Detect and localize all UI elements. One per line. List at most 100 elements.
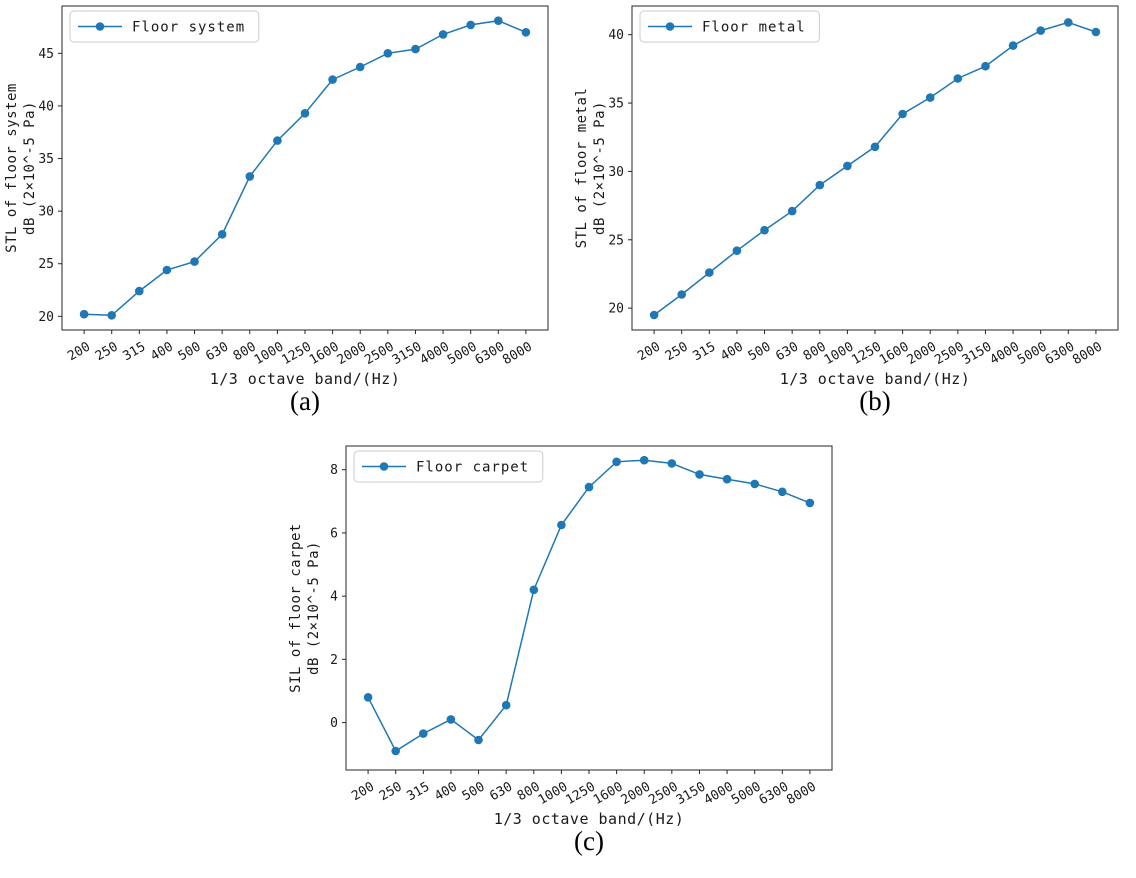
data-point-marker	[649, 310, 659, 320]
x-tick-label: 200	[349, 779, 377, 804]
chart-panel-a: 20 25 30 35 40 45 200 250 315 400 500 630 800 1000 125…	[0, 0, 560, 417]
x-tick-label: 250	[93, 339, 121, 364]
data-point-marker	[557, 520, 566, 530]
data-points	[649, 18, 1101, 320]
y-tick-label: 35	[608, 97, 624, 112]
data-point-marker	[639, 455, 649, 465]
data-point-marker	[355, 62, 365, 72]
y-tick-label: 0	[330, 716, 338, 731]
y-axis-title-line1: SIL of floor carpet	[288, 523, 304, 693]
y-axis-title-line2: dB (2×10^-5 Pa)	[306, 541, 322, 675]
caption-c: (c)	[574, 826, 604, 856]
data-point-marker	[162, 265, 172, 275]
series-line	[84, 19, 527, 317]
x-tick-label: 315	[120, 339, 148, 364]
y-tick-label: 30	[608, 165, 624, 180]
y-tick-label: 45	[38, 47, 54, 62]
data-point-marker	[677, 290, 686, 299]
y-tick-label: 40	[38, 99, 54, 114]
data-point-marker	[732, 246, 742, 255]
x-tick-label: 630	[203, 339, 231, 364]
x-tick-label: 400	[148, 339, 176, 364]
y-axis-title-line1: STL of floor metal	[574, 88, 590, 249]
y-tick-label: 35	[38, 152, 54, 167]
data-point-marker	[695, 470, 704, 479]
x-axis-title: 1/3 octave band/(Hz)	[494, 810, 685, 828]
data-point-marker	[501, 700, 511, 710]
x-tick-label: 315	[404, 779, 432, 804]
data-point-marker	[760, 225, 769, 235]
legend: Floor metal	[639, 10, 820, 43]
series-line	[367, 459, 811, 753]
data-point-marker	[981, 61, 990, 71]
data-point-marker	[521, 28, 531, 37]
x-tick-label: 630	[487, 779, 515, 804]
x-tick-label: 8000	[1070, 339, 1105, 368]
data-point-marker	[328, 75, 337, 84]
data-point-marker	[438, 30, 448, 39]
y-axis-title-line2: dB (2×10^-5 Pa)	[22, 101, 38, 235]
x-tick-label: 315	[690, 339, 718, 364]
legend-marker-icon	[95, 22, 105, 31]
data-point-marker	[805, 498, 815, 508]
data-point-marker	[898, 109, 907, 119]
x-tick-label: 500	[460, 779, 488, 804]
plot-border	[631, 5, 1119, 331]
data-point-marker	[722, 474, 732, 484]
data-point-marker	[843, 161, 852, 171]
legend-box	[353, 450, 544, 483]
y-tick-label: 20	[608, 302, 624, 317]
data-point-marker	[529, 585, 539, 595]
data-point-marker	[1091, 27, 1101, 37]
data-point-marker	[300, 109, 310, 118]
data-point-marker	[705, 268, 714, 277]
data-point-marker	[953, 74, 963, 83]
legend-label: Floor system	[132, 20, 245, 36]
data-point-marker	[1064, 18, 1073, 27]
data-point-marker	[383, 49, 393, 58]
data-point-marker	[494, 16, 503, 26]
chart-panel-c: 0 2 4 6 8 200 250 315 400 500 630 800 1000 1250 1600 20…	[284, 440, 844, 857]
data-point-marker	[79, 309, 89, 319]
y-tick-label: 25	[38, 257, 54, 272]
x-tick-label: 630	[773, 339, 801, 364]
data-point-marker	[1008, 41, 1018, 50]
legend: Floor system	[69, 10, 260, 43]
x-tick-label: 500	[176, 339, 204, 364]
plot-border	[61, 5, 549, 331]
data-point-marker	[190, 257, 199, 266]
x-tick-label: 200	[635, 339, 663, 364]
data-point-marker	[245, 172, 255, 181]
caption-b: (b)	[859, 386, 891, 416]
y-tick-label: 2	[330, 653, 338, 668]
data-point-marker	[135, 286, 144, 296]
data-point-marker	[107, 311, 116, 320]
data-point-marker	[925, 93, 935, 102]
x-tick-label: 8000	[784, 779, 819, 808]
data-point-marker	[363, 693, 373, 702]
y-tick-label: 20	[38, 310, 54, 325]
x-tick-label: 8000	[500, 339, 535, 368]
y-tick-label: 40	[608, 28, 624, 43]
x-axis-title: 1/3 octave band/(Hz)	[210, 370, 401, 388]
data-point-marker	[474, 735, 483, 745]
y-tick-label: 4	[330, 590, 338, 605]
chart-panel-b: 20 25 30 35 40 200 250 315 400 500 630 800 1000 1250 1…	[570, 0, 1130, 417]
data-point-marker	[273, 136, 282, 145]
data-points	[79, 16, 531, 320]
data-point-marker	[446, 715, 456, 724]
y-tick-label: 8	[330, 463, 338, 478]
y-axis-title-line1: STL of floor system	[4, 83, 20, 253]
legend: Floor carpet	[353, 450, 544, 483]
x-tick-label: 250	[663, 339, 691, 364]
data-point-marker	[466, 20, 476, 30]
data-point-marker	[217, 230, 227, 239]
legend-label: Floor carpet	[416, 460, 529, 476]
data-point-marker	[667, 459, 677, 468]
data-point-marker	[584, 482, 594, 492]
